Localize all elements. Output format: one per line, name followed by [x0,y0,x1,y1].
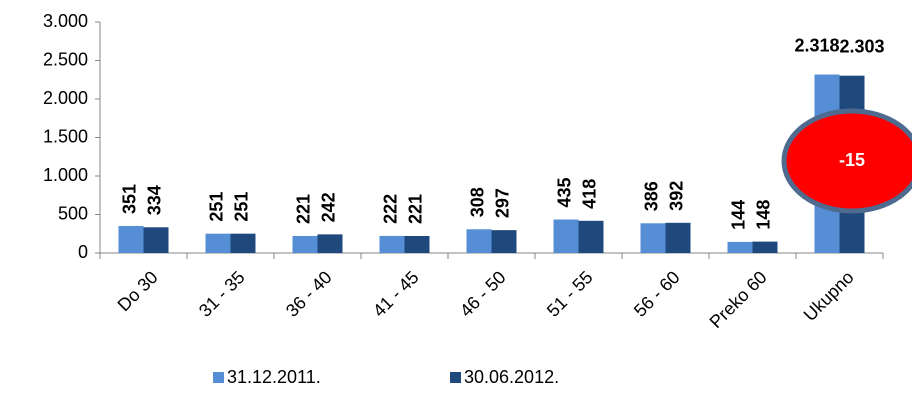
y-tick-label: 1.500 [43,126,88,146]
bar [379,235,405,253]
bar [640,223,666,253]
y-tick-label: 3.000 [43,11,88,31]
x-tick-label: Ukupno [800,267,858,325]
value-label: 251 [232,192,252,222]
value-label: 297 [493,188,513,218]
value-label: 2.303 [839,36,884,56]
legend-swatch [450,372,461,383]
value-label: 144 [729,200,749,230]
y-tick-label: 2.000 [43,88,88,108]
bar [578,220,604,253]
x-tick-label: 31 - 35 [195,267,249,321]
annotation-bubble [781,108,912,214]
value-label: 386 [642,181,662,211]
bar [292,235,318,253]
x-tick-label: 41 - 45 [369,267,423,321]
bar [143,227,169,253]
x-tick-label: Preko 60 [706,267,771,332]
value-label: 2.318 [794,35,839,55]
bar [665,222,691,253]
value-label: 435 [555,177,575,207]
value-label: 222 [381,194,401,224]
value-label: 334 [145,185,165,215]
x-tick-label: 36 - 40 [282,267,336,321]
bar [205,233,231,253]
value-label: 148 [754,200,774,230]
value-label: 351 [120,184,140,214]
bar [317,234,343,253]
value-label: 392 [667,181,687,211]
x-tick-label: 46 - 50 [456,267,510,321]
y-tick-label: 1.000 [43,165,88,185]
bar [404,235,430,253]
bar [466,229,492,253]
x-tick-label: 56 - 60 [630,267,684,321]
bar [118,225,144,253]
x-tick-label: 51 - 55 [543,267,597,321]
value-label: 221 [406,194,426,224]
x-tick-label: Do 30 [114,267,162,315]
bar [230,233,256,253]
annotation-text: -15 [839,150,865,170]
value-label: 308 [468,187,488,217]
y-tick-label: 2.500 [43,49,88,69]
value-label: 251 [207,192,227,222]
y-tick-label: 500 [58,203,88,223]
value-label: 242 [319,192,339,222]
legend-label: 30.06.2012. [464,367,559,387]
value-label: 418 [580,179,600,209]
value-label: 221 [294,194,314,224]
legend-label: 31.12.2011. [227,367,321,387]
bar [727,241,753,253]
bar [752,241,778,253]
bar [491,230,517,253]
legend-swatch [213,372,224,383]
y-tick-label: 0 [78,242,88,262]
bar [553,219,579,253]
